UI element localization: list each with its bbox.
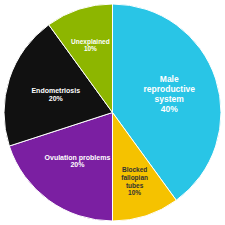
slice-label: Unexplained10%	[71, 37, 110, 52]
value-label: 20%	[49, 95, 64, 102]
chart: Malereproductivesystem40% Blockedfallopia…	[0, 0, 225, 225]
labels: Malereproductivesystem40% Blockedfallopia…	[31, 37, 195, 196]
category-label-line: system	[155, 94, 185, 104]
category-label-line: tubes	[126, 181, 144, 188]
category-label: Malereproductivesystem	[144, 74, 196, 104]
category-label: Endometriosis	[31, 86, 80, 93]
category-label: Ovulation problems	[45, 153, 111, 161]
category-label-line: reproductive	[144, 84, 196, 94]
value-label: 10%	[128, 189, 141, 196]
slice-label: Endometriosis 20%	[31, 86, 80, 101]
value-label: 40%	[161, 104, 178, 114]
category-label-line: Unexplained	[71, 37, 110, 45]
category-label-line: Ovulation problems	[45, 153, 111, 161]
category-label: Unexplained	[71, 37, 110, 45]
slice-label: Blockedfallopiantubes10%	[121, 165, 148, 195]
slice	[113, 113, 177, 222]
value-label: 10%	[84, 45, 97, 52]
category-label-line: Blocked	[122, 165, 147, 172]
category-label-line: Endometriosis	[31, 86, 80, 93]
slice	[113, 4, 221, 200]
slices	[4, 4, 221, 221]
category-label: Blockedfallopiantubes	[121, 165, 148, 188]
pie: Malereproductivesystem40% Blockedfallopia…	[4, 4, 221, 221]
slice	[49, 4, 113, 113]
value-label: 20%	[70, 161, 85, 168]
slice-label: Ovulation problems20%	[45, 153, 111, 168]
slice-label: Malereproductivesystem40%	[144, 74, 196, 115]
category-label-line: fallopian	[121, 173, 148, 181]
category-label-line: Male	[160, 74, 179, 84]
